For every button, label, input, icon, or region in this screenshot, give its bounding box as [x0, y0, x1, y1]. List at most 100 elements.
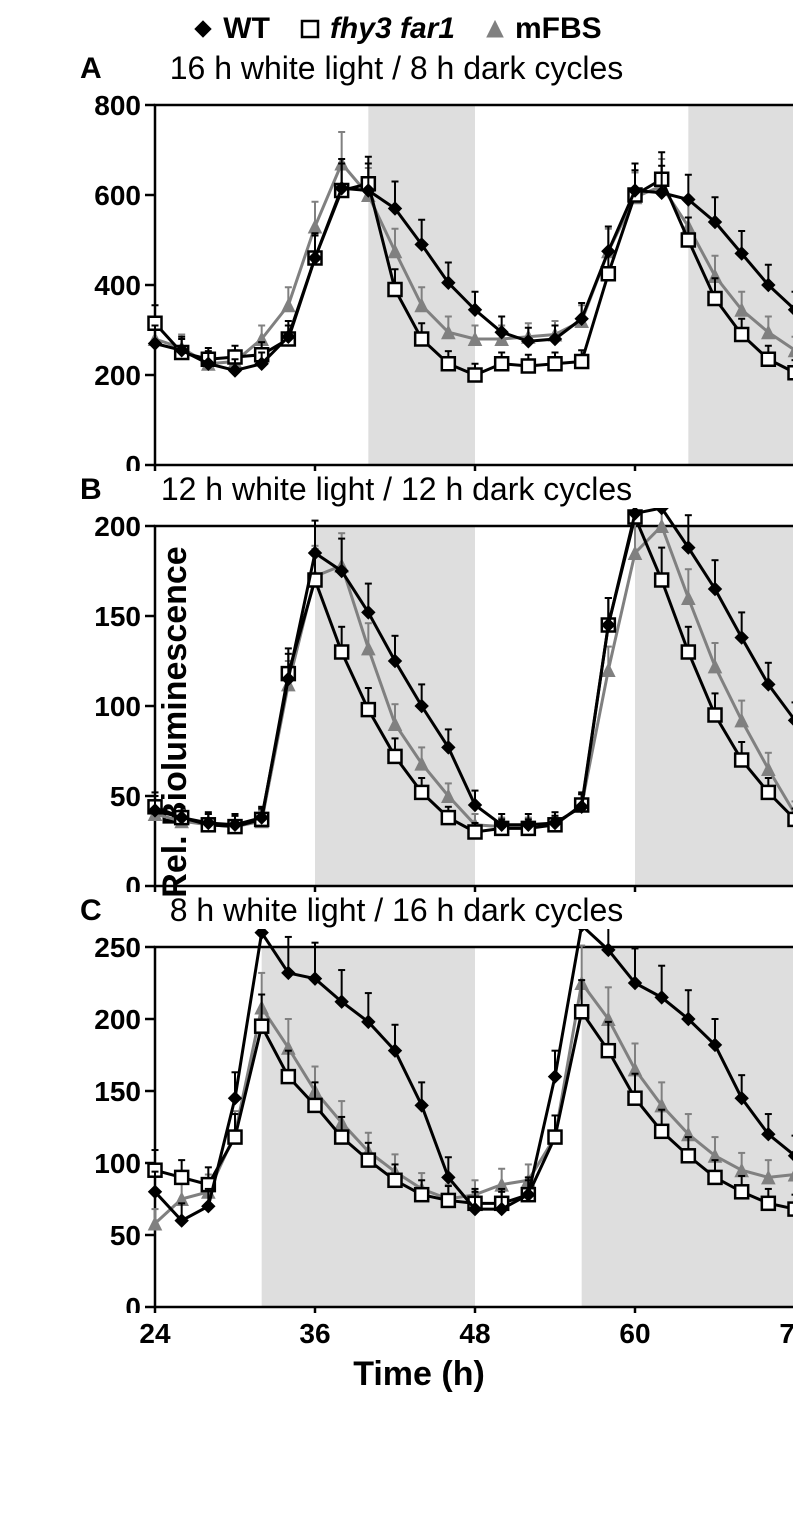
series-marker-fhy3	[629, 1092, 642, 1105]
panel-letter-C: C	[80, 894, 102, 928]
panel-title-B: 12 h white light / 12 h dark cycles	[12, 471, 781, 508]
series-marker-fhy3	[549, 1131, 562, 1144]
panel-title-A: 16 h white light / 8 h dark cycles	[12, 50, 781, 87]
panel-title-C: 8 h white light / 16 h dark cycles	[12, 892, 781, 929]
legend-item-wt: WT	[191, 12, 270, 46]
xtick-label: 24	[139, 1318, 171, 1349]
ytick-label: 200	[94, 1004, 141, 1035]
series-marker-fhy3	[522, 360, 535, 373]
series-marker-fhy3	[415, 333, 428, 346]
series-marker-mfbs	[282, 299, 295, 312]
series-marker-fhy3	[362, 703, 375, 716]
plot-B: 0 50 100 150 200	[67, 508, 793, 892]
series-marker-fhy3	[309, 1099, 322, 1112]
legend-marker-wt	[191, 17, 215, 41]
series-marker-fhy3	[229, 1131, 242, 1144]
series-marker-fhy3	[415, 786, 428, 799]
series-marker-fhy3	[789, 813, 793, 826]
x-axis-block: 2436486072 Time (h)	[67, 1313, 771, 1394]
series-marker-fhy3	[442, 811, 455, 824]
series-marker-fhy3	[255, 1020, 268, 1033]
series-marker-fhy3	[389, 1174, 402, 1187]
panel-letter-A: A	[80, 52, 102, 86]
legend-label-wt: WT	[223, 12, 270, 46]
series-marker-fhy3	[682, 234, 695, 247]
ytick-label: 50	[110, 781, 141, 812]
legend-item-mfbs: mFBS	[483, 12, 602, 46]
panel-B: B12 h white light / 12 h dark cycles 0 50 1…	[12, 471, 781, 892]
series-marker-fhy3	[709, 292, 722, 305]
legend: WT fhy3 far1 mFBS	[12, 12, 781, 50]
series-marker-fhy3	[735, 1185, 748, 1198]
series-marker-fhy3	[415, 1188, 428, 1201]
legend-label-fhy3: fhy3 far1	[330, 12, 455, 46]
plot-C: 050100150200250	[67, 929, 793, 1313]
x-axis-ticks: 24 36 48 60 72	[67, 1313, 793, 1353]
series-marker-fhy3	[469, 369, 482, 382]
series-marker-fhy3	[335, 646, 348, 659]
ytick-label: 0	[125, 871, 141, 892]
legend-marker-fhy3	[298, 17, 322, 41]
series-marker-mfbs	[309, 220, 322, 233]
series-marker-fhy3	[682, 1149, 695, 1162]
ytick-label: 800	[94, 90, 141, 121]
series-marker-fhy3	[335, 1131, 348, 1144]
series-marker-fhy3	[389, 750, 402, 763]
series-marker-fhy3	[735, 754, 748, 767]
series-marker-fhy3	[549, 357, 562, 370]
series-marker-fhy3	[575, 355, 588, 368]
dark-band	[368, 105, 475, 465]
xtick-label: 72	[779, 1318, 793, 1349]
series-marker-fhy3	[575, 1005, 588, 1018]
dark-band	[688, 105, 793, 465]
plot-A: 0 200 400 600 800	[67, 87, 793, 471]
figure: WT fhy3 far1 mFBS Rel. Bioluminescence A16…	[0, 0, 793, 1412]
series-marker-wt	[229, 1092, 242, 1105]
series-marker-fhy3	[469, 826, 482, 839]
panels-container: Rel. Bioluminescence A16 h white light /…	[12, 50, 781, 1394]
ytick-label: 150	[94, 601, 141, 632]
series-marker-fhy3	[602, 1044, 615, 1057]
series-marker-wt	[202, 1200, 215, 1213]
ytick-label: 200	[94, 511, 141, 542]
xtick-label: 48	[459, 1318, 490, 1349]
series-marker-wt	[549, 1070, 562, 1083]
series-marker-fhy3	[442, 1194, 455, 1207]
ytick-label: 200	[94, 360, 141, 391]
series-marker-fhy3	[762, 786, 775, 799]
series-marker-fhy3	[709, 709, 722, 722]
series-marker-fhy3	[789, 366, 793, 379]
series-marker-fhy3	[175, 1171, 188, 1184]
series-marker-fhy3	[655, 1125, 668, 1138]
ytick-label: 150	[94, 1076, 141, 1107]
panel-C: C8 h white light / 16 h dark cycles05010…	[12, 892, 781, 1313]
ytick-label: 50	[110, 1220, 141, 1251]
xtick-label: 36	[299, 1318, 330, 1349]
legend-item-fhy3: fhy3 far1	[298, 12, 455, 46]
legend-marker-mfbs	[483, 17, 507, 41]
series-marker-fhy3	[389, 283, 402, 296]
legend-label-mfbs: mFBS	[515, 12, 602, 46]
series-marker-fhy3	[362, 1154, 375, 1167]
ytick-label: 100	[94, 691, 141, 722]
ytick-label: 0	[125, 450, 141, 471]
series-marker-fhy3	[602, 267, 615, 280]
ytick-label: 600	[94, 180, 141, 211]
series-marker-fhy3	[655, 574, 668, 587]
series-marker-fhy3	[282, 1070, 295, 1083]
series-marker-fhy3	[709, 1171, 722, 1184]
panel-letter-B: B	[80, 473, 102, 507]
x-axis-label: Time (h)	[67, 1353, 771, 1394]
series-marker-fhy3	[735, 328, 748, 341]
series-marker-fhy3	[789, 1203, 793, 1216]
ytick-label: 400	[94, 270, 141, 301]
ytick-label: 100	[94, 1148, 141, 1179]
series-marker-fhy3	[762, 353, 775, 366]
series-marker-fhy3	[442, 357, 455, 370]
series-marker-fhy3	[682, 646, 695, 659]
series-marker-fhy3	[762, 1197, 775, 1210]
panel-A: A16 h white light / 8 h dark cycles 0 200 4…	[12, 50, 781, 471]
xtick-label: 60	[619, 1318, 650, 1349]
series-marker-fhy3	[495, 357, 508, 370]
ytick-label: 250	[94, 932, 141, 963]
